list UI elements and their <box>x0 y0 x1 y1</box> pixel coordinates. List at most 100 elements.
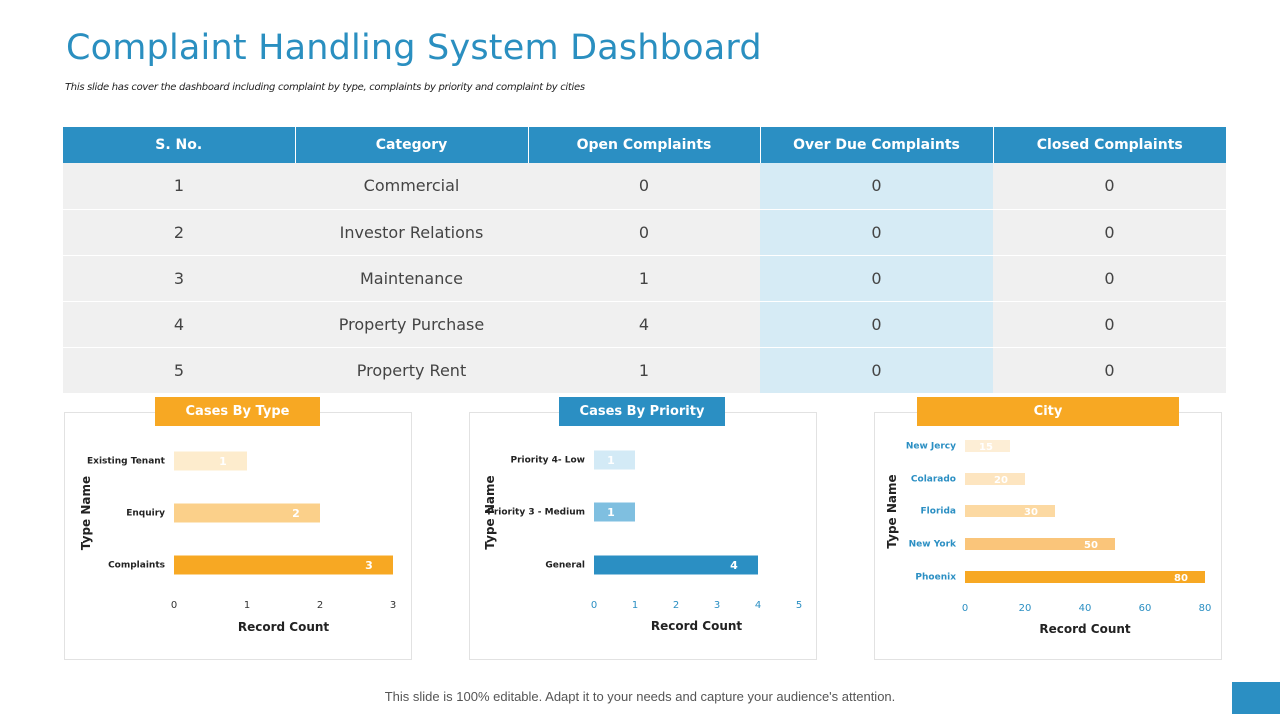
bar <box>594 502 635 522</box>
bar <box>965 505 1055 517</box>
data-label: 3 <box>365 559 373 572</box>
category-label: General <box>545 561 585 571</box>
cell-overdue: 0 <box>760 255 993 302</box>
data-label: 20 <box>994 475 1008 486</box>
category-label: Existing Tenant <box>87 457 166 467</box>
x-axis-label: Record Count <box>238 620 330 634</box>
tick-label: 1 <box>632 600 638 611</box>
header-category: Category <box>294 127 528 163</box>
cell-overdue: 0 <box>760 209 993 256</box>
data-label: 15 <box>979 442 993 453</box>
cell-open: 0 <box>528 209 760 256</box>
tick-label: 0 <box>962 603 968 614</box>
city-header: City <box>917 397 1179 426</box>
cell-sno: 1 <box>63 163 295 210</box>
category-label: New Jercy <box>906 442 956 452</box>
cell-sno: 5 <box>63 347 295 394</box>
x-axis-label: Record Count <box>651 619 743 633</box>
tick-label: 20 <box>1019 603 1032 614</box>
tick-label: 40 <box>1079 603 1092 614</box>
cell-overdue: 0 <box>760 163 993 210</box>
data-label: 50 <box>1084 540 1098 551</box>
bar <box>174 451 247 471</box>
cell-overdue: 0 <box>760 347 993 394</box>
y-axis-label: Type Name <box>79 476 93 550</box>
data-label: 1 <box>607 506 615 519</box>
footer-note: This slide is 100% editable. Adapt it to… <box>384 689 896 704</box>
data-label: 1 <box>219 455 227 468</box>
data-label: 2 <box>292 507 300 520</box>
cell-category: Property Rent <box>295 347 528 394</box>
tick-label: 4 <box>755 600 761 611</box>
data-label: 30 <box>1024 507 1038 518</box>
cell-closed: 0 <box>993 347 1226 394</box>
header-open: Open Complaints <box>527 127 760 163</box>
cell-category: Investor Relations <box>295 209 528 256</box>
header-sno: S. No. <box>63 127 295 163</box>
page-title: Complaint Handling System Dashboard <box>66 28 762 68</box>
tick-label: 0 <box>591 600 597 611</box>
page-subtitle: This slide has cover the dashboard inclu… <box>65 82 585 93</box>
cell-sno: 2 <box>63 209 295 256</box>
tick-label: 60 <box>1139 603 1152 614</box>
cell-closed: 0 <box>993 163 1226 210</box>
category-label: Florida <box>921 507 956 517</box>
cell-open: 1 <box>528 347 760 394</box>
cell-closed: 0 <box>993 255 1226 302</box>
y-axis-label: Type Name <box>885 474 899 548</box>
data-label: 80 <box>1174 573 1188 584</box>
cell-open: 0 <box>528 163 760 210</box>
category-label: Enquiry <box>126 509 165 519</box>
tick-label: 0 <box>171 600 177 611</box>
data-label: 1 <box>607 454 615 467</box>
category-label: Complaints <box>108 561 165 571</box>
category-label: Priority 4- Low <box>511 456 586 466</box>
bar <box>965 538 1115 550</box>
bar <box>594 450 635 470</box>
bar <box>965 473 1025 485</box>
tick-label: 80 <box>1199 603 1212 614</box>
tick-label: 1 <box>244 600 250 611</box>
tick-label: 3 <box>714 600 720 611</box>
tick-label: 3 <box>390 600 396 611</box>
cell-sno: 3 <box>63 255 295 302</box>
x-axis-label: Record Count <box>1039 622 1131 636</box>
header-overdue: Over Due Complaints <box>759 127 993 163</box>
cases-by-priority-chart: Priority 4- Low 1 Priority 3 - Medium 1 Gene… <box>483 450 802 633</box>
cell-open: 1 <box>528 255 760 302</box>
y-axis-label: Type Name <box>483 475 497 549</box>
table-row: 5 Property Rent 1 0 0 <box>63 347 1226 394</box>
tick-label: 2 <box>673 600 679 611</box>
cases-by-type-header: Cases By Type <box>155 397 320 426</box>
table-row: 2 Investor Relations 0 0 0 <box>63 209 1226 256</box>
cell-closed: 0 <box>993 209 1226 256</box>
bar <box>965 571 1205 583</box>
tick-label: 2 <box>317 600 323 611</box>
bar <box>174 555 393 575</box>
city-chart: New Jercy 15 Colarado 20 Florida 30 New York 50… <box>885 440 1212 636</box>
city-panel <box>874 412 1222 660</box>
cell-category: Property Purchase <box>295 301 528 348</box>
category-label: Colarado <box>911 475 956 485</box>
cell-overdue: 0 <box>760 301 993 348</box>
table-row: 3 Maintenance 1 0 0 <box>63 255 1226 302</box>
category-label: Phoenix <box>915 573 956 583</box>
cell-category: Commercial <box>295 163 528 210</box>
table-row: 4 Property Purchase 4 0 0 <box>63 301 1226 348</box>
table-row: 1 Commercial 0 0 0 <box>63 163 1226 210</box>
table-header-row: S. No. Category Open Complaints Over Due… <box>63 127 1226 163</box>
cases-by-type-chart: Existing Tenant 1 Enquiry 2 Complaints 3 0 1 2 3 R… <box>79 451 396 634</box>
cell-open: 4 <box>528 301 760 348</box>
bar <box>174 503 320 523</box>
cell-closed: 0 <box>993 301 1226 348</box>
complaints-table: S. No. Category Open Complaints Over Due… <box>63 127 1226 394</box>
category-label: Priority 3 - Medium <box>487 508 585 518</box>
cell-category: Maintenance <box>295 255 528 302</box>
header-closed: Closed Complaints <box>992 127 1226 163</box>
category-label: New York <box>909 540 957 550</box>
corner-decoration <box>1232 682 1280 714</box>
cell-sno: 4 <box>63 301 295 348</box>
bar <box>965 440 1010 452</box>
data-label: 4 <box>730 559 738 572</box>
cases-by-priority-header: Cases By Priority <box>559 397 725 426</box>
